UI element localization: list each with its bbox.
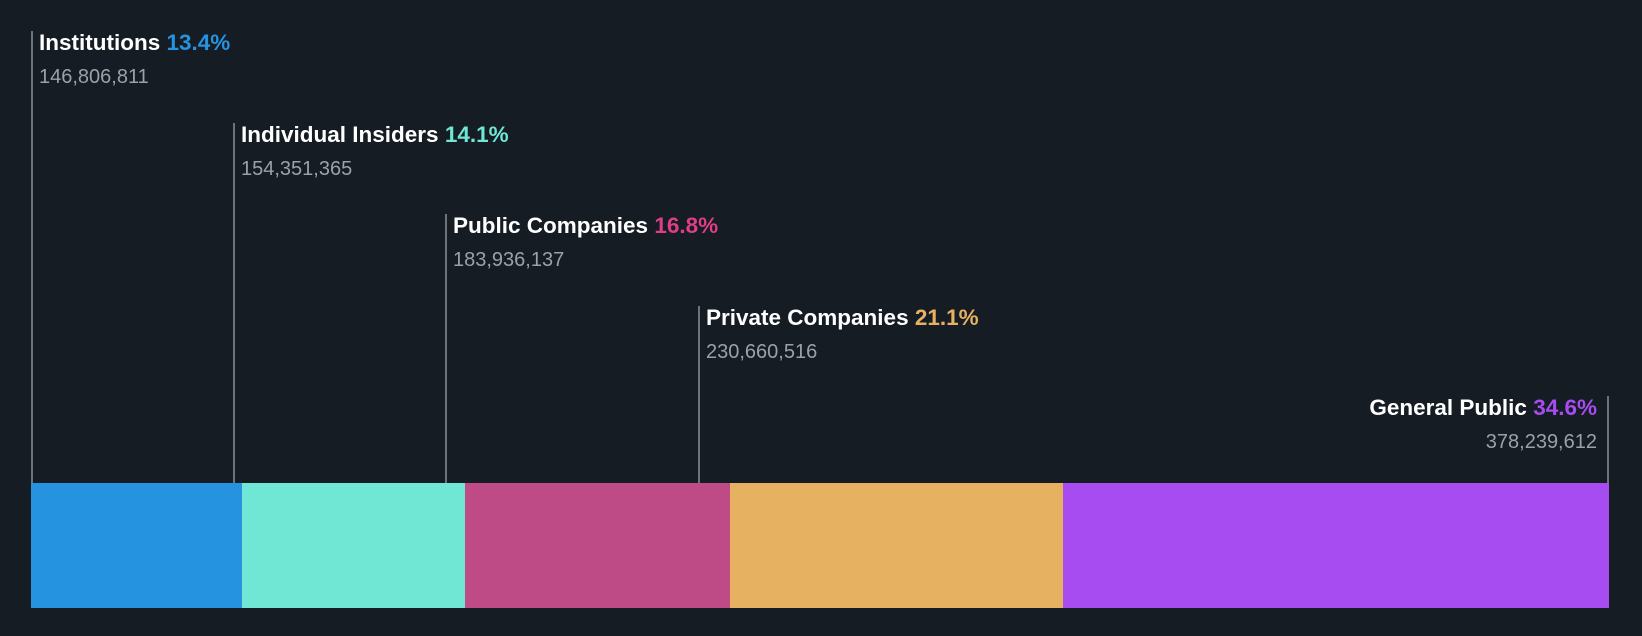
label-shares-private-companies: 230,660,516 [706, 340, 818, 363]
bar-segment-individual-insiders[interactable] [242, 483, 465, 608]
leader-line-institutions [31, 31, 33, 483]
label-name-institutions: Institutions [39, 30, 161, 55]
leader-line-individual-insiders [233, 123, 235, 483]
bar-segment-private-companies[interactable] [730, 483, 1063, 608]
label-group-individual-insiders: Individual Insiders 14.1% 154,351,365 [233, 123, 509, 180]
label-percent-public-companies: 16.8% [654, 213, 719, 238]
label-shares-general-public: 378,239,612 [1485, 430, 1597, 453]
label-name-public-companies: Public Companies [453, 213, 649, 238]
label-group-institutions: Institutions 13.4% 146,806,811 [31, 31, 230, 88]
label-shares-individual-insiders: 154,351,365 [241, 157, 353, 180]
label-percent-general-public: 34.6% [1533, 395, 1597, 420]
bar-segment-general-public[interactable] [1062, 483, 1609, 608]
bar-segment-public-companies[interactable] [464, 483, 731, 608]
ownership-stacked-bar [31, 483, 1609, 608]
label-title-private-companies: Private Companies 21.1% [706, 306, 979, 330]
label-title-general-public: General Public 34.6% [1369, 396, 1597, 420]
leader-line-private-companies [698, 306, 700, 483]
label-shares-public-companies: 183,936,137 [453, 248, 565, 271]
label-group-private-companies: Private Companies 21.1% 230,660,516 [698, 306, 979, 363]
label-group-public-companies: Public Companies 16.8% 183,936,137 [445, 214, 718, 271]
label-name-private-companies: Private Companies [706, 305, 909, 330]
label-title-institutions: Institutions 13.4% [39, 31, 230, 55]
leader-line-public-companies [445, 214, 447, 483]
label-group-general-public: General Public 34.6% 378,239,612 [1369, 396, 1607, 453]
label-name-general-public: General Public [1369, 395, 1527, 420]
label-name-individual-insiders: Individual Insiders [241, 122, 439, 147]
leader-line-general-public [1607, 396, 1609, 483]
label-title-individual-insiders: Individual Insiders 14.1% [241, 123, 509, 147]
label-percent-individual-insiders: 14.1% [444, 122, 509, 147]
label-percent-institutions: 13.4% [166, 30, 231, 55]
label-percent-private-companies: 21.1% [914, 305, 979, 330]
label-shares-institutions: 146,806,811 [39, 65, 149, 88]
label-title-public-companies: Public Companies 16.8% [453, 214, 718, 238]
bar-segment-institutions[interactable] [31, 483, 243, 608]
